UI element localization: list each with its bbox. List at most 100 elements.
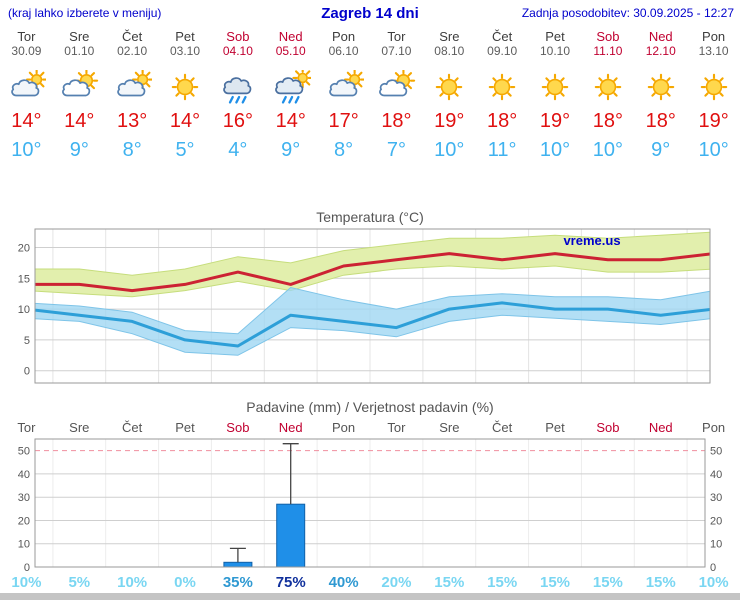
precip-day-label: Tor — [387, 419, 406, 435]
temp-min: 10° — [592, 139, 623, 161]
svg-text:30: 30 — [18, 492, 30, 504]
day-column[interactable]: Pet 03.10 14° 5° — [159, 29, 212, 169]
day-column[interactable]: Čet 02.10 13° 8° — [106, 29, 159, 169]
precip-day-label: Sre — [439, 419, 460, 435]
day-column[interactable]: Tor 30.09 14° 10° — [0, 29, 53, 169]
svg-text:0: 0 — [710, 562, 716, 573]
day-date: 13.10 — [698, 44, 729, 58]
weather-icon — [112, 70, 153, 104]
day-date: 11.10 — [593, 44, 623, 58]
svg-text:10: 10 — [710, 539, 722, 551]
precip-chart-title: Padavine (mm) / Verjetnost padavin (%) — [246, 399, 494, 415]
day-name: Pon — [332, 29, 356, 44]
forecast-days-row: Tor 30.09 14° 10° Sre 01.10 14° 9° Čet 0… — [0, 29, 740, 169]
weather-icon — [59, 70, 99, 104]
temp-min: 10° — [434, 139, 465, 161]
precip-day-labels: Tor Sre Čet Pet Sob Ned Pon Tor Sre Čet Pet Sob Ned P… — [0, 417, 740, 437]
temperature-chart: 0 5 10 15 20 vreme.us — [18, 228, 711, 384]
day-name: Čet — [122, 29, 143, 44]
day-name: Sob — [226, 29, 250, 44]
day-date: 09.10 — [487, 44, 518, 58]
precip-probability: 15% — [434, 573, 465, 591]
temp-max: 14° — [275, 110, 306, 132]
temp-min: 9° — [69, 139, 89, 161]
temp-min: 8° — [334, 139, 354, 161]
bottom-bar — [0, 593, 740, 600]
day-column[interactable]: Čet 09.10 18° 11° — [476, 29, 529, 169]
temp-min: 11° — [487, 139, 517, 161]
precip-probability: 0% — [174, 573, 196, 591]
precip-day-label: Sob — [596, 419, 620, 435]
temp-min: 4° — [228, 139, 248, 161]
svg-text:40: 40 — [710, 469, 722, 481]
svg-text:20: 20 — [18, 243, 30, 255]
day-name: Sre — [69, 29, 90, 44]
day-column[interactable]: Pon 13.10 19° 10° — [687, 29, 740, 169]
precip-probability: 10% — [698, 573, 729, 591]
temp-max: 14° — [64, 110, 95, 132]
precip-probability: 20% — [381, 573, 412, 591]
day-column[interactable]: Pet 10.10 19° 10° — [529, 29, 582, 169]
precip-day-label: Sre — [69, 419, 90, 435]
svg-text:0: 0 — [24, 562, 30, 573]
svg-text:20: 20 — [18, 516, 30, 528]
svg-text:40: 40 — [18, 469, 30, 481]
day-name: Pet — [175, 29, 195, 44]
svg-text:15: 15 — [18, 273, 30, 285]
day-column[interactable]: Sre 01.10 14° 9° — [53, 29, 106, 169]
temp-max: 19° — [698, 110, 729, 132]
temp-max: 18° — [592, 110, 623, 132]
day-name: Tor — [17, 29, 36, 44]
precip-probability: 15% — [592, 573, 623, 591]
precip-day-label: Pon — [332, 419, 356, 435]
precip-probability: 15% — [487, 573, 518, 591]
weather-icon — [6, 70, 47, 104]
day-column[interactable]: Sre 08.10 19° 10° — [423, 29, 476, 169]
day-column[interactable]: Tor 07.10 18° 7° — [370, 29, 423, 169]
weather-icon — [694, 70, 734, 104]
day-date: 30.09 — [11, 44, 42, 58]
precip-probability: 75% — [275, 573, 306, 591]
svg-text:30: 30 — [710, 492, 722, 504]
day-date: 12.10 — [645, 44, 676, 58]
temp-max: 19° — [434, 110, 465, 132]
day-column[interactable]: Sob 04.10 16° 4° — [211, 29, 264, 169]
precip-probability: 10% — [117, 573, 148, 591]
temp-chart-title: Temperatura (°C) — [316, 209, 424, 225]
precip-day-label: Čet — [492, 419, 513, 435]
weather-icon — [429, 70, 469, 104]
precip-day-label: Ned — [278, 419, 303, 435]
weather-icon — [376, 70, 416, 104]
precip-day-label: Pet — [175, 419, 195, 435]
precip-probability: 10% — [11, 573, 42, 591]
day-date: 03.10 — [169, 44, 201, 58]
page-title: Zagreb 14 dni — [321, 4, 419, 22]
temp-min: 9° — [651, 139, 671, 161]
temp-min: 7° — [386, 139, 406, 161]
weather-icon — [535, 70, 575, 104]
day-column[interactable]: Sob 11.10 18° 10° — [581, 29, 634, 169]
day-column[interactable]: Ned 12.10 18° 9° — [634, 29, 687, 169]
day-date: 04.10 — [222, 44, 253, 58]
temp-max: 18° — [487, 110, 518, 132]
weather-icon — [165, 70, 205, 104]
day-name: Ned — [648, 29, 673, 44]
last-update: Zadnja posodobitev: 30.09.2025 - 12:27 — [521, 6, 734, 20]
temp-max: 13° — [117, 110, 148, 132]
day-name: Pet — [545, 29, 565, 44]
precip-probabilities-row: 10% 5% 10% 0% 35% 75% 40% 20% 15% 15% 15% 15% 15% 10% — [0, 573, 740, 591]
temp-max: 19° — [539, 110, 571, 132]
day-column[interactable]: Pon 06.10 17° 8° — [317, 29, 370, 169]
day-column[interactable]: Ned 05.10 14° 9° — [264, 29, 317, 169]
day-date: 05.10 — [275, 44, 306, 58]
day-name: Čet — [492, 29, 513, 44]
precip-probability: 15% — [540, 573, 571, 591]
weather-icon — [271, 70, 311, 104]
precip-probability: 15% — [645, 573, 676, 591]
temp-min: 8° — [122, 139, 142, 161]
weather-icon — [482, 70, 522, 104]
precip-day-label: Pet — [545, 419, 565, 435]
svg-text:50: 50 — [18, 446, 30, 458]
temp-max: 18° — [381, 110, 412, 132]
